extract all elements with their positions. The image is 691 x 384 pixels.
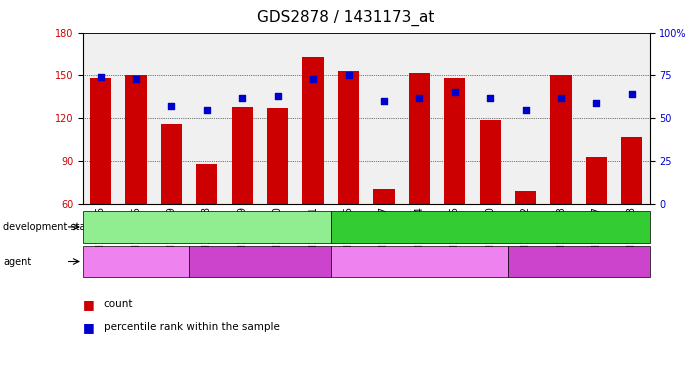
Text: non-pregnant: non-pregnant: [173, 222, 240, 232]
Point: [591, 99, 602, 106]
Bar: [480, 119, 501, 204]
Point: [95, 74, 106, 80]
Bar: [586, 157, 607, 204]
Text: control: control: [402, 257, 436, 266]
Point: [307, 76, 319, 82]
Point: [272, 93, 283, 99]
Text: agent: agent: [3, 257, 32, 266]
Text: count: count: [104, 299, 133, 309]
Bar: [126, 75, 146, 204]
Point: [626, 91, 637, 97]
Bar: [303, 57, 323, 204]
Text: pregnant: pregnant: [468, 222, 513, 232]
Point: [449, 89, 460, 96]
Point: [201, 106, 212, 113]
Bar: [373, 189, 395, 204]
Bar: [408, 73, 430, 204]
Point: [414, 94, 425, 101]
Bar: [196, 164, 218, 204]
Bar: [550, 75, 571, 204]
Bar: [621, 137, 643, 204]
Point: [131, 76, 142, 82]
Bar: [338, 71, 359, 204]
Bar: [515, 191, 536, 204]
Point: [556, 94, 567, 101]
Point: [166, 103, 177, 109]
Point: [379, 98, 390, 104]
Text: development stage: development stage: [3, 222, 98, 232]
Text: ■: ■: [83, 298, 95, 311]
Text: percentile rank within the sample: percentile rank within the sample: [104, 322, 280, 332]
Bar: [444, 78, 465, 204]
Text: ■: ■: [83, 321, 95, 334]
Point: [484, 94, 495, 101]
Text: GDS2878 / 1431173_at: GDS2878 / 1431173_at: [257, 10, 434, 26]
Point: [343, 72, 354, 78]
Point: [237, 94, 248, 101]
Text: control: control: [119, 257, 153, 266]
Bar: [161, 124, 182, 204]
Point: [520, 106, 531, 113]
Bar: [231, 107, 253, 204]
Text: titanium dioxide: titanium dioxide: [539, 257, 618, 266]
Bar: [267, 108, 288, 204]
Bar: [90, 78, 111, 204]
Text: titanium dioxide: titanium dioxide: [220, 257, 300, 266]
